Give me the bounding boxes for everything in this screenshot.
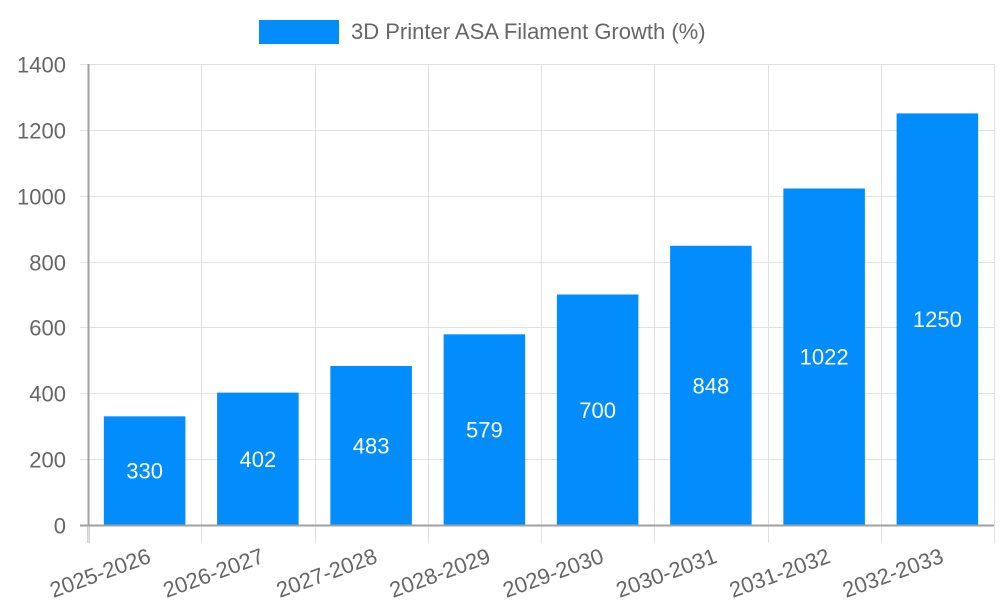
x-tick-label: 2028-2029 xyxy=(386,543,493,600)
y-tick-label: 200 xyxy=(29,448,66,473)
bar-2026-2027[interactable] xyxy=(217,392,299,525)
bar-value-label: 330 xyxy=(126,459,163,484)
y-tick-label: 1400 xyxy=(17,53,66,78)
bar-2027-2028[interactable] xyxy=(330,365,412,525)
x-tick-label: 2027-2028 xyxy=(273,543,380,600)
bar-value-label: 1022 xyxy=(800,345,849,370)
x-tick-label: 2029-2030 xyxy=(499,543,606,600)
bar-2029-2030[interactable] xyxy=(556,294,639,526)
bar-2030-2031[interactable] xyxy=(670,245,752,525)
bar-2028-2029[interactable] xyxy=(443,334,526,525)
bars: 330 402 483 579 700 848 1022 1250 xyxy=(103,113,979,526)
x-tick-label: 2030-2031 xyxy=(613,543,720,600)
bar-value-label: 1250 xyxy=(913,307,962,332)
y-tick-label: 1000 xyxy=(17,185,66,210)
y-tick-label: 800 xyxy=(29,251,66,276)
x-tick-label: 2032-2033 xyxy=(839,543,946,600)
y-axis: 0 200 400 600 800 1000 1200 1400 xyxy=(17,53,90,543)
bar-2025-2026[interactable] xyxy=(103,416,186,525)
bar-2032-2033[interactable] xyxy=(896,113,979,526)
x-axis: 2025-2026 2026-2027 2027-2028 2028-2029 2029… xyxy=(46,524,995,600)
bar-value-label: 402 xyxy=(240,447,277,472)
legend-label: 3D Printer ASA Filament Growth (%) xyxy=(351,19,706,44)
bar-2031-2032[interactable] xyxy=(783,188,865,525)
y-tick-label: 400 xyxy=(29,382,66,407)
x-tick-label: 2025-2026 xyxy=(46,543,153,600)
bar-value-label: 579 xyxy=(466,418,503,443)
legend: 3D Printer ASA Filament Growth (%) xyxy=(259,19,706,44)
x-tick-label: 2031-2032 xyxy=(726,543,833,600)
y-tick-label: 1200 xyxy=(17,119,66,144)
y-tick-label: 0 xyxy=(54,514,66,539)
bar-value-label: 483 xyxy=(353,433,390,458)
legend-swatch xyxy=(259,20,339,44)
bar-value-label: 700 xyxy=(579,398,616,423)
y-tick-label: 600 xyxy=(29,316,66,341)
bar-value-label: 848 xyxy=(693,373,730,398)
x-tick-label: 2026-2027 xyxy=(160,543,267,600)
